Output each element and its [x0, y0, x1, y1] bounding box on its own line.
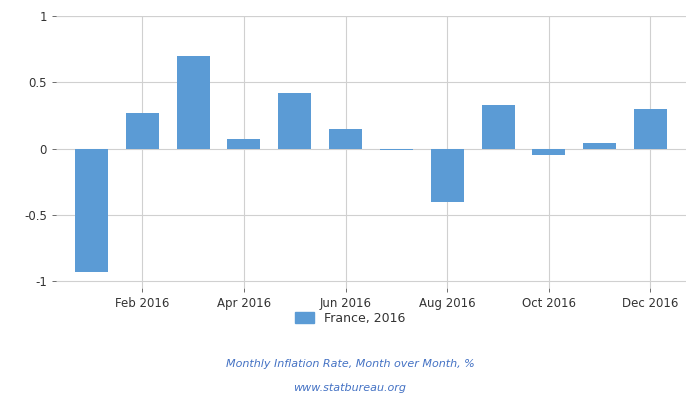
Bar	[176, 56, 210, 149]
Bar	[228, 139, 260, 149]
Legend: France, 2016: France, 2016	[290, 307, 410, 330]
Bar	[279, 93, 312, 149]
Bar	[583, 143, 616, 149]
Text: Monthly Inflation Rate, Month over Month, %: Monthly Inflation Rate, Month over Month…	[225, 359, 475, 369]
Text: www.statbureau.org: www.statbureau.org	[293, 383, 407, 393]
Bar	[75, 149, 108, 272]
Bar	[634, 109, 667, 149]
Bar	[482, 105, 514, 149]
Bar	[430, 149, 463, 202]
Bar	[532, 149, 566, 155]
Bar	[329, 129, 362, 149]
Bar	[126, 113, 159, 149]
Bar	[380, 149, 413, 150]
